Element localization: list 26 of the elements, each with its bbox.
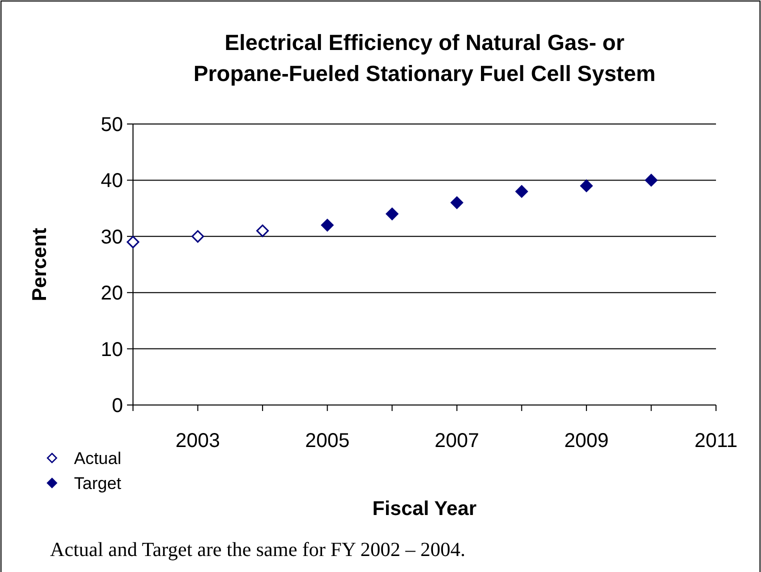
point [321, 218, 334, 232]
y-tick-label: 40 [100, 170, 123, 192]
point [515, 185, 528, 198]
text: Actual and Target are the same for FY 2002 – 2004. [50, 539, 466, 561]
point [644, 174, 658, 186]
chart-title: Electrical Efficiency of Natural Gas- or Propane-Fueled Stationary Fuel Cell System [193, 30, 656, 86]
point [580, 180, 593, 192]
point [450, 196, 464, 209]
point [192, 230, 204, 243]
x-tick-label: 2011 [694, 430, 738, 452]
y-tick-label: 10 [100, 338, 123, 361]
y-tick-label: 30 [100, 226, 123, 248]
y-tick-label: 0 [112, 395, 123, 417]
x-tick-label: 2003 [176, 430, 220, 452]
x-axis-title: Fiscal Year [372, 498, 477, 520]
x-tick-label: 2009 [564, 430, 609, 452]
x-tick-label: 2007 [434, 430, 480, 452]
point [126, 236, 140, 248]
y-tick-label: 20 [100, 282, 123, 305]
x-tick-label: 2005 [305, 430, 350, 452]
y-axis-title: Percent [29, 227, 51, 302]
legend-label: Actual [74, 448, 122, 468]
y-tick-label: 50 [100, 114, 123, 136]
point [386, 208, 398, 220]
legend-label: Target [74, 474, 122, 493]
point [256, 224, 269, 238]
